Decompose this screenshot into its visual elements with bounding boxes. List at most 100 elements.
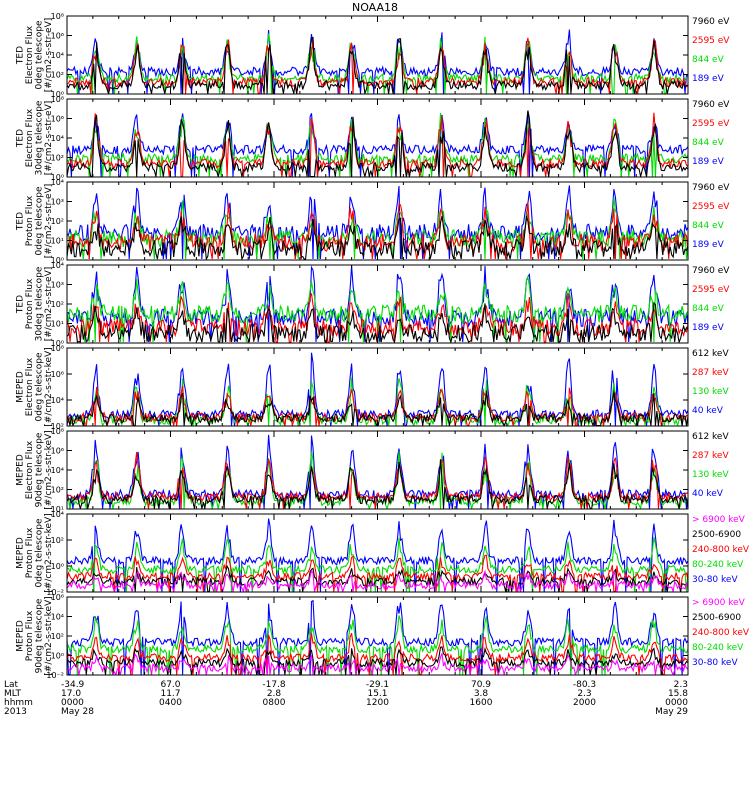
series-line [67, 215, 688, 260]
legend-entry: 130 keV [692, 470, 729, 480]
y-tick-label: 10¹ [51, 505, 64, 514]
x-tick-label-lat: -34.9 [61, 680, 85, 690]
legend-entry: 7960 eV [692, 266, 730, 276]
series-line [67, 265, 688, 343]
legend-entry: 240-800 keV [692, 545, 750, 555]
y-tick-label: 10⁴ [51, 510, 64, 519]
legend-entry: 80-240 keV [692, 560, 744, 570]
legend-entry: 240-800 keV [692, 628, 750, 638]
legend-entry: 189 eV [692, 74, 725, 84]
y-tick-label: 10⁰ [51, 339, 64, 348]
y-tick-label: 10⁰ [51, 173, 64, 182]
legend-entry: 80-240 keV [692, 643, 744, 653]
legend-entry: 189 eV [692, 157, 725, 167]
x-tick-label-date: May 28 [61, 707, 94, 717]
x-tick-label-lat: -29.1 [366, 680, 389, 690]
y-tick-label: 10⁶ [51, 32, 64, 41]
legend-entry: 7960 eV [692, 100, 730, 110]
legend-entry: 2595 eV [692, 36, 730, 46]
panel-plot-area [67, 599, 688, 675]
x-tick-label-mlt: 11.7 [160, 689, 180, 699]
panel-frame [66, 15, 689, 95]
legend-entry: 7960 eV [692, 183, 730, 193]
x-tick-label-mlt: 15.1 [367, 689, 387, 699]
legend-entry: 844 eV [692, 304, 725, 314]
x-tick-label-lat: 2.3 [674, 680, 688, 690]
y-tick-label: 10⁴ [51, 613, 64, 622]
series-line [67, 599, 688, 675]
series-line [67, 29, 688, 94]
y-tick-label: 10⁶ [51, 115, 64, 124]
y-tick-label: 10⁴ [51, 396, 64, 405]
x-tick-label-mlt: 2.3 [577, 689, 591, 699]
series-line [67, 33, 688, 94]
y-tick-label: 10² [51, 422, 64, 431]
y-axis-label: TEDProton Flux0deg telescope[#/cm2-s-str… [16, 184, 55, 259]
series-line [67, 36, 688, 94]
series-line [67, 518, 688, 592]
legend-entry: 2500-6900 [692, 530, 741, 540]
y-tick-label: 10³ [51, 198, 64, 207]
x-tick-label-mlt: 17.0 [61, 689, 81, 699]
y-tick-label: 10⁸ [51, 12, 64, 21]
y-tick-label: 10⁴ [51, 178, 64, 187]
legend-entry: 130 keV [692, 387, 729, 397]
y-tick-label: 10² [51, 632, 64, 641]
legend-entry: 612 keV [692, 432, 729, 442]
series-line [67, 112, 688, 177]
x-tick-label-lat: -80.3 [573, 680, 596, 690]
x-tick-label-hhmm: 0400 [159, 698, 182, 708]
x-tick-label-hhmm: 0000 [665, 698, 688, 708]
series-line [67, 564, 688, 592]
legend-entry: 844 eV [692, 221, 725, 231]
panel-plot-area [67, 110, 688, 177]
legend-entry: 287 keV [692, 368, 729, 378]
y-tick-label: 10⁻² [46, 588, 64, 597]
x-tick-label-mlt: 3.8 [474, 689, 489, 699]
figure-title: NOAA18 [352, 1, 398, 14]
y-tick-label: 10⁴ [51, 134, 64, 143]
x-tick-label-mlt: 15.8 [668, 689, 688, 699]
y-tick-label: 10⁸ [51, 427, 64, 436]
y-tick-label: 10⁶ [51, 370, 64, 379]
legend-entry: 7960 eV [692, 17, 730, 27]
x-tick-label-lat: 70.9 [471, 680, 491, 690]
y-tick-label: 10² [51, 217, 64, 226]
y-tick-label: 10¹ [51, 237, 64, 246]
legend-entry: 40 keV [692, 489, 724, 499]
y-axis-label: TEDProton Flux30deg telescope[#/cm2-s-st… [16, 266, 55, 341]
x-tick-label-hhmm: 2000 [573, 698, 596, 708]
y-tick-label: 10⁰ [51, 652, 64, 661]
x-tick-label-hhmm: 1200 [366, 698, 389, 708]
y-axis-label: TEDElectron Flux0deg telescope[#/cm2-s-s… [16, 18, 55, 93]
y-tick-label: 10⁻² [46, 671, 64, 680]
legend-entry: 2595 eV [692, 119, 730, 129]
series-line [67, 633, 688, 675]
y-tick-label: 10⁴ [51, 466, 64, 475]
y-tick-label: 10² [51, 536, 64, 545]
y-tick-label: 10⁰ [51, 90, 64, 99]
x-tick-label-lat: -17.8 [262, 680, 286, 690]
y-axis-label: MEPEDElectron Flux90deg telescope[#/cm2-… [16, 430, 55, 509]
y-tick-label: 10⁰ [51, 256, 64, 265]
legend-entry: 844 eV [692, 138, 725, 148]
y-tick-label: 10⁴ [51, 261, 64, 270]
x-row-label: Lat [4, 680, 19, 690]
series-line [67, 459, 688, 509]
y-tick-label: 10² [51, 486, 64, 495]
panel-plot-area [67, 29, 688, 94]
x-tick-label-hhmm: 0800 [263, 698, 286, 708]
y-axis-label: MEPEDElectron Flux0deg telescope[#/cm2-s… [16, 347, 55, 426]
panel-plot-area [67, 185, 688, 260]
panel-plot-area [67, 265, 688, 343]
y-axis-label: TEDElectron Flux30deg telescope[#/cm2-s-… [16, 100, 55, 175]
legend-entry: 844 eV [692, 55, 725, 65]
x-tick-label-date: May 29 [655, 707, 688, 717]
series-line [67, 110, 688, 177]
